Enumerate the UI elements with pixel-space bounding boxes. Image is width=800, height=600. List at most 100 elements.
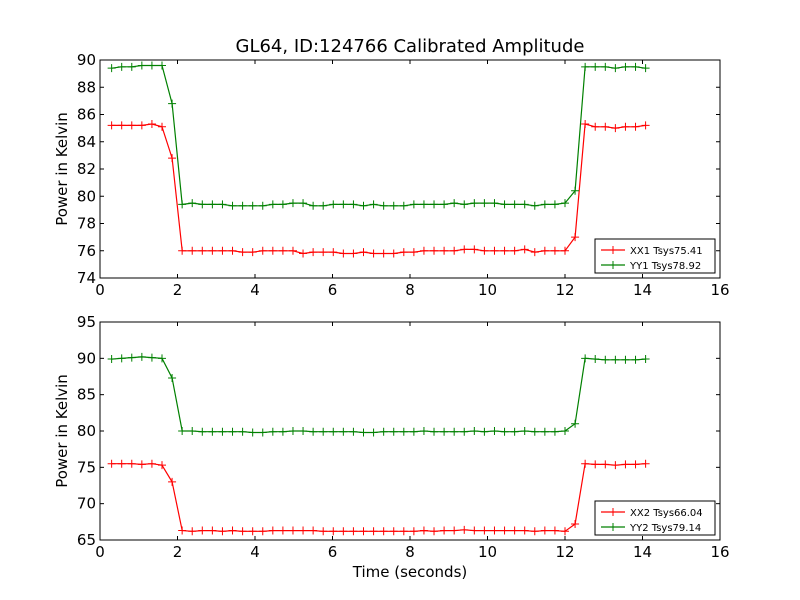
top-data-point xyxy=(137,121,146,130)
top-data-point xyxy=(430,246,439,255)
bottom-x-tick-label: 0 xyxy=(95,543,105,561)
top-data-point xyxy=(309,201,318,210)
top-x-tick-label: 16 xyxy=(710,281,729,299)
bottom-data-point xyxy=(258,527,267,536)
bottom-data-point xyxy=(399,527,408,536)
bottom-data-point xyxy=(601,355,610,364)
top-data-point xyxy=(137,61,146,70)
top-data-point xyxy=(117,121,126,130)
bottom-data-point xyxy=(147,459,156,468)
bottom-data-point xyxy=(329,427,338,436)
bottom-data-point xyxy=(117,354,126,363)
bottom-data-point xyxy=(137,460,146,469)
bottom-y-tick-label: 80 xyxy=(77,422,96,440)
top-data-point xyxy=(450,246,459,255)
top-x-tick-label: 0 xyxy=(95,281,105,299)
top-data-point xyxy=(158,61,166,70)
top-data-point xyxy=(490,246,499,255)
bottom-data-point xyxy=(430,527,439,536)
top-y-tick-label: 90 xyxy=(77,51,96,69)
bottom-data-point xyxy=(470,526,479,535)
bottom-y-tick-label: 70 xyxy=(77,495,96,513)
top-data-point xyxy=(571,233,580,242)
bottom-data-point xyxy=(510,427,519,436)
top-data-point xyxy=(581,62,590,71)
top-data-point xyxy=(500,200,509,209)
bottom-x-tick-label: 10 xyxy=(478,543,497,561)
top-data-point xyxy=(168,99,177,108)
top-data-point xyxy=(208,246,217,255)
top-data-point xyxy=(127,62,136,71)
bottom-y-tick-label: 95 xyxy=(77,313,96,331)
top-x-tick-label: 8 xyxy=(405,281,415,299)
top-data-point xyxy=(188,246,197,255)
bottom-y-tick-label: 90 xyxy=(77,349,96,367)
bottom-data-point xyxy=(530,427,539,436)
top-data-point xyxy=(460,200,469,209)
bottom-data-point xyxy=(168,373,177,382)
bottom-y-tick-label: 75 xyxy=(77,458,96,476)
bottom-data-point xyxy=(500,427,509,436)
bottom-data-point xyxy=(349,527,358,536)
bottom-x-tick-label: 2 xyxy=(173,543,183,561)
bottom-data-point xyxy=(329,527,338,536)
top-data-point xyxy=(419,200,428,209)
top-data-point xyxy=(248,201,257,210)
top-data-point xyxy=(591,122,600,131)
top-data-point xyxy=(238,201,247,210)
top-data-point xyxy=(208,200,217,209)
bottom-data-point xyxy=(540,526,549,535)
top-data-point xyxy=(288,246,297,255)
top-data-point xyxy=(611,64,620,73)
top-data-point xyxy=(329,200,338,209)
top-data-point xyxy=(520,200,529,209)
top-data-point xyxy=(107,121,116,130)
bottom-data-point xyxy=(641,355,650,364)
bottom-data-point xyxy=(228,427,237,436)
top-data-point xyxy=(510,200,519,209)
bottom-data-point xyxy=(278,427,287,436)
bottom-x-tick-label: 14 xyxy=(633,543,652,561)
bottom-data-point xyxy=(208,427,217,436)
top-data-point xyxy=(409,200,418,209)
bottom-data-point xyxy=(107,459,116,468)
top-data-point xyxy=(278,246,287,255)
bottom-data-point xyxy=(419,427,428,435)
bottom-data-point xyxy=(238,527,247,536)
top-y-tick-label: 80 xyxy=(77,187,96,205)
bottom-data-point xyxy=(268,427,277,436)
bottom-data-point xyxy=(389,527,398,536)
bottom-legend-marker xyxy=(609,523,617,531)
bottom-data-point xyxy=(158,354,166,363)
top-data-point xyxy=(248,248,257,257)
bottom-data-point xyxy=(490,526,499,535)
bottom-y-tick-label: 85 xyxy=(77,386,96,404)
bottom-data-point xyxy=(571,520,580,529)
top-data-point xyxy=(419,246,428,255)
top-data-point xyxy=(581,120,590,129)
top-data-point xyxy=(520,245,529,254)
top-data-point xyxy=(440,200,449,209)
bottom-data-point xyxy=(309,526,318,535)
bottom-data-point xyxy=(591,355,600,364)
bottom-data-point xyxy=(571,419,580,428)
top-data-point xyxy=(178,246,187,255)
bottom-data-point xyxy=(168,477,177,486)
top-data-point xyxy=(359,201,368,210)
bottom-data-point xyxy=(228,526,237,535)
top-data-point xyxy=(540,246,549,255)
top-data-point xyxy=(621,62,630,71)
bottom-x-tick-label: 12 xyxy=(555,543,574,561)
top-data-point xyxy=(339,249,348,258)
bottom-data-point xyxy=(430,427,439,436)
top-y-axis-label: Power in Kelvin xyxy=(53,112,71,226)
top-data-point xyxy=(480,246,489,255)
bottom-data-point xyxy=(208,526,217,535)
top-y-tick-label: 86 xyxy=(77,106,96,124)
top-data-point xyxy=(440,246,449,255)
bottom-data-point xyxy=(188,527,197,536)
bottom-x-tick-label: 4 xyxy=(250,543,260,561)
bottom-data-point xyxy=(218,427,227,436)
top-data-point xyxy=(490,199,499,208)
bottom-data-point xyxy=(561,427,569,435)
